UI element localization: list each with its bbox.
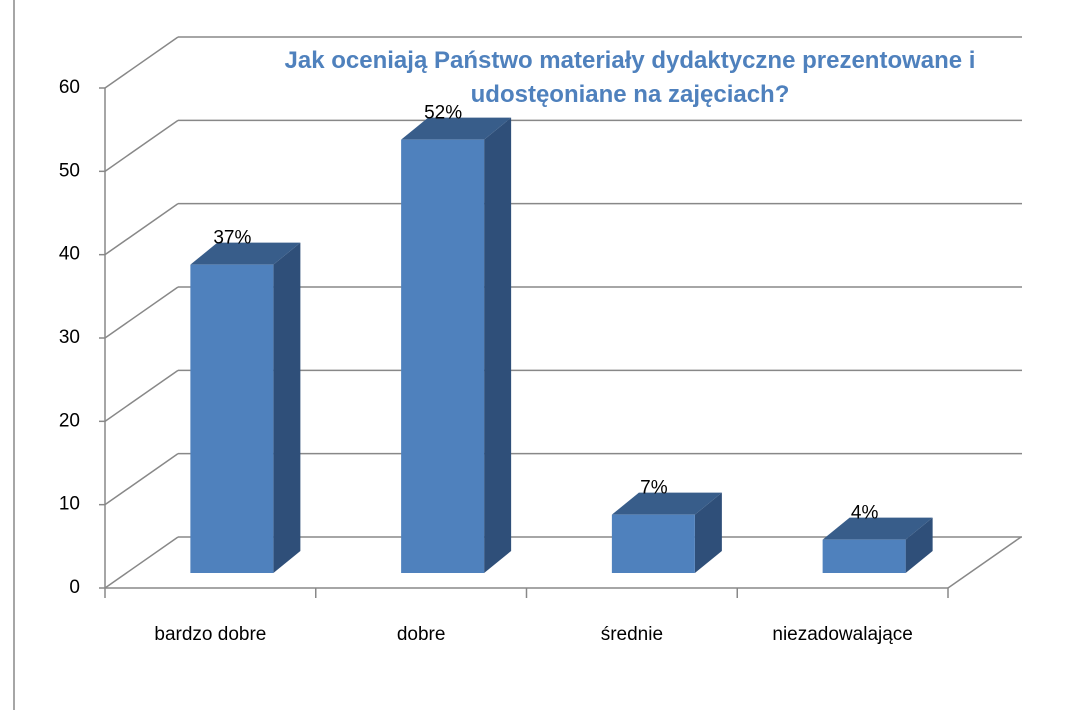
grid-line	[104, 203, 179, 256]
y-tick-label: 60	[59, 77, 80, 98]
grid-line	[104, 453, 179, 506]
y-tick-label: 0	[69, 577, 80, 598]
data-label: 52%	[424, 103, 462, 124]
chart-title: Jak oceniają Państwo materiały dydaktycz…	[284, 47, 976, 108]
x-tick-label: dobre	[397, 624, 446, 645]
y-tick-label: 30	[59, 327, 80, 348]
data-label: 37%	[213, 228, 251, 249]
bar-top	[822, 517, 933, 540]
chart-border	[13, 0, 15, 710]
data-label: 7%	[640, 478, 668, 499]
bar	[190, 264, 274, 573]
x-tick-label: niezadowalające	[772, 624, 913, 645]
floor-edge	[947, 536, 1022, 589]
grid-line	[104, 369, 179, 422]
grid-line	[104, 286, 179, 339]
grid-line	[104, 536, 179, 589]
bar-top	[611, 492, 722, 515]
y-tick-label: 50	[59, 160, 80, 181]
bar-side	[484, 117, 512, 574]
data-label: 4%	[851, 503, 879, 524]
y-tick-label: 20	[59, 410, 80, 431]
grid-line	[104, 119, 179, 172]
grid-line	[104, 36, 179, 89]
bar	[401, 139, 485, 573]
bar-side	[905, 517, 933, 573]
bar-side	[273, 242, 301, 573]
bar-top	[401, 117, 512, 140]
y-tick-label: 10	[59, 494, 80, 515]
x-tick-label: bardzo dobre	[154, 624, 266, 645]
y-tick-label: 40	[59, 244, 80, 265]
bar-top	[190, 242, 301, 265]
bar	[822, 539, 906, 573]
x-tick-label: średnie	[601, 624, 663, 645]
bar-side	[694, 492, 722, 573]
bar	[611, 514, 695, 573]
